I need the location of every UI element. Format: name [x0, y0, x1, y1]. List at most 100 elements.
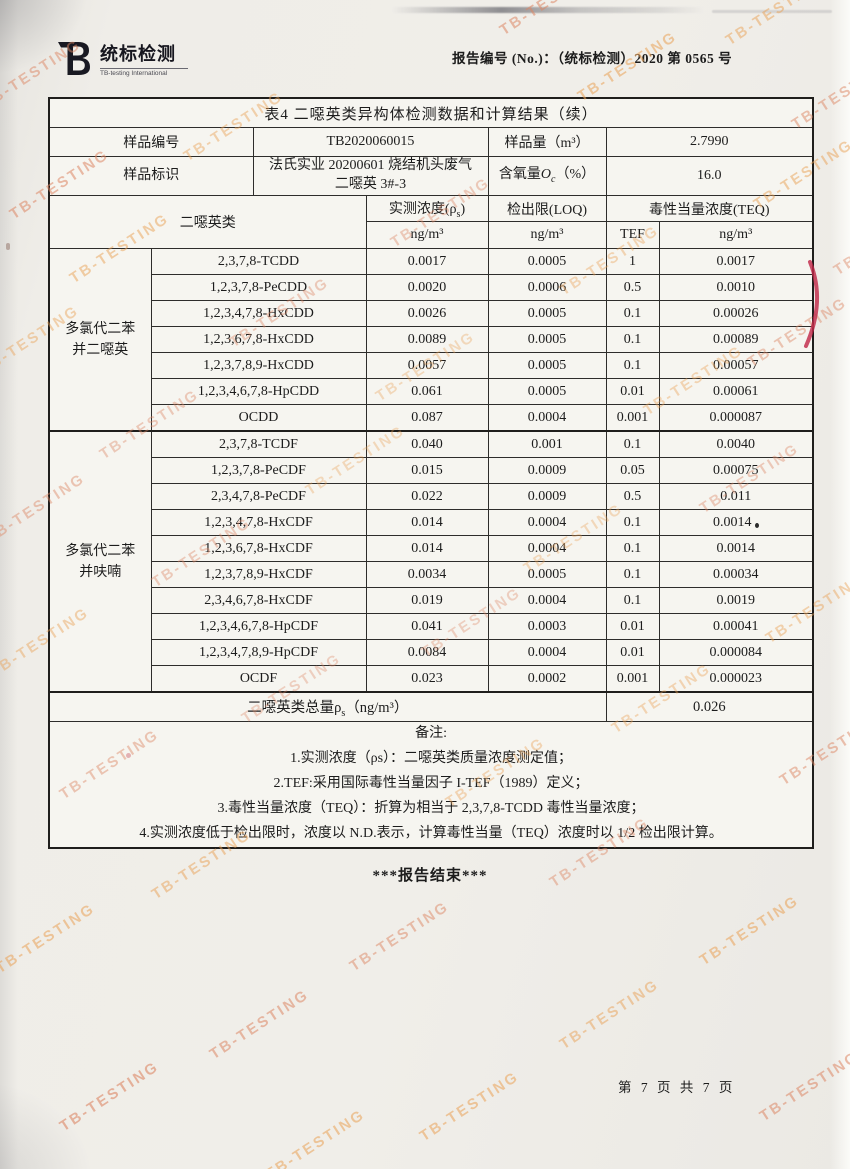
oxygen-symbol: O: [540, 166, 551, 182]
measured-value: 0.041: [365, 613, 489, 640]
report-end-text: ***报告结束***: [372, 868, 488, 884]
sample-volume-value: 2.7990: [605, 127, 814, 157]
loq-value: 0.0004: [487, 509, 607, 536]
teq-value: 0.0017: [658, 248, 814, 275]
column-header-row-2: ng/m³ ng/m³ TEF ng/m³: [49, 221, 814, 249]
page-number: 第 7 页 共 7 页: [618, 1080, 736, 1095]
sample-no-value: TB2020060015: [252, 127, 489, 157]
measured-suffix: ): [460, 201, 466, 217]
teq-value: 0.0010: [658, 274, 814, 301]
tb-testing-watermark: TB-TESTING: [56, 1058, 163, 1135]
note-line: 1.实测浓度（ρs）：二噁英类质量浓度测定值；: [290, 750, 573, 766]
tef-value: 1: [605, 248, 660, 275]
oxygen-subscript: c: [551, 173, 556, 185]
congener-name: 2,3,4,6,7,8-HxCDF: [150, 587, 367, 614]
sample-info-row: 样品编号 TB2020060015 样品量（m³） 2.7990: [48, 127, 814, 157]
congener-name: 1,2,3,4,7,8-HxCDD: [150, 300, 367, 327]
table-title: 表4 二噁英类异构体检测数据和计算结果（续）: [48, 97, 814, 128]
measured-value: 0.019: [365, 587, 489, 614]
note-line: 3.毒性当量浓度（TEQ）：折算为相当于 2,3,7,8-TCDD 毒性当量浓度…: [217, 800, 645, 816]
congener-row: 多氯代二苯 并二噁英 2,3,7,8-TCDD 0.0017 0.0005 1 0.0017: [48, 248, 814, 432]
measured-value: 0.0034: [365, 561, 489, 588]
measured-value: 0.040: [365, 430, 489, 458]
tb-testing-watermark: TB-TESTING: [830, 202, 850, 279]
measured-label: 实测浓度(ρ: [388, 201, 457, 217]
congener-name: 1,2,3,7,8-PeCDF: [150, 457, 367, 484]
teq-value: 0.0014: [658, 509, 814, 536]
oxygen-label-text: 含氧量: [498, 166, 541, 182]
congener-name: 1,2,3,4,7,8,9-HpCDF: [150, 639, 367, 666]
loq-value: 0.0004: [487, 535, 607, 562]
total-value: 0.026: [605, 691, 814, 722]
teq-value: 0.011: [658, 483, 814, 510]
congener-name: 1,2,3,7,8-PeCDD: [150, 274, 367, 301]
tef-value: 0.1: [605, 430, 660, 458]
congener-name: OCDF: [150, 665, 367, 693]
measured-value: 0.014: [365, 509, 489, 536]
teq-value: 0.0019: [658, 587, 814, 614]
teq-value: 0.00057: [658, 352, 814, 379]
measured-value: 0.015: [365, 457, 489, 484]
tb-testing-watermark: TB-TESTING: [416, 1068, 523, 1145]
congener-group-label: 多氯代二苯 并呋喃: [48, 430, 152, 693]
col-header-loq: 检出限(LOQ): [487, 195, 607, 222]
loq-value: 0.0005: [487, 378, 607, 405]
tef-value: 0.1: [605, 561, 660, 588]
tef-value: 0.1: [605, 509, 660, 536]
report-number-value: （统标检测）2020 第 0565 号: [557, 51, 733, 66]
congener-row: 1,2,3,7,8,9-HxCDF 0.0034 0.0005 0.1 0.00034: [49, 561, 814, 588]
teq-value: 0.00034: [658, 561, 814, 588]
notes-cell: 备注: 1.实测浓度（ρs）：二噁英类质量浓度测定值； 2.TEF:采用国际毒性当量…: [48, 720, 814, 849]
loq-value: 0.0005: [487, 326, 607, 353]
congener-row: 1,2,3,4,7,8,9-HpCDF 0.0084 0.0004 0.01 0.000…: [49, 639, 814, 666]
teq-value: 0.000084: [658, 639, 814, 666]
group-label-line: 并呋喃: [79, 564, 122, 580]
teq-value: 0.00061: [658, 378, 814, 405]
total-unit: （ng/m³）: [345, 699, 409, 716]
tb-logo-icon: [58, 42, 90, 75]
tef-value: 0.1: [605, 326, 660, 353]
tef-value: 0.01: [605, 639, 660, 666]
congener-row: 1,2,3,7,8-PeCDD 0.0020 0.0006 0.5 0.0010: [49, 274, 814, 301]
note-line: 备注:: [415, 726, 447, 741]
congener-row: 1,2,3,4,7,8-HxCDF 0.014 0.0004 0.1 0.0014: [49, 509, 814, 536]
tb-testing-watermark: TB-TESTING: [262, 1106, 369, 1169]
congener-row: 1,2,3,4,7,8-HxCDD 0.0026 0.0005 0.1 0.00026: [49, 300, 814, 327]
congener-name: 1,2,3,6,7,8-HxCDD: [150, 326, 367, 353]
group-label-line: 多氯代二苯: [65, 321, 136, 337]
measured-value: 0.0084: [365, 639, 489, 666]
tb-testing-watermark: TB-TESTING: [722, 0, 829, 49]
tef-value: 0.1: [605, 300, 660, 327]
congener-name: 2,3,7,8-TCDD: [150, 248, 367, 275]
tb-testing-watermark: TB-TESTING: [496, 0, 603, 39]
group-label-line: 并二噁英: [72, 342, 129, 358]
congener-row: 2,3,4,6,7,8-HxCDF 0.019 0.0004 0.1 0.0019: [49, 587, 814, 614]
congener-row: 1,2,3,6,7,8-HxCDF 0.014 0.0004 0.1 0.0014: [49, 535, 814, 562]
teq-value: 0.0014: [658, 535, 814, 562]
tef-value: 0.5: [605, 483, 660, 510]
total-label-text: 二噁英类总量ρ: [247, 699, 342, 716]
scan-smudge-artifact-2: [712, 10, 832, 13]
measured-value: 0.022: [365, 483, 489, 510]
total-subscript: s: [341, 707, 346, 719]
logo-subtitle: TB-testing International: [100, 68, 188, 77]
loq-value: 0.0003: [487, 613, 607, 640]
tef-value: 0.01: [605, 378, 660, 405]
col-header-measured: 实测浓度(ρs): [365, 195, 489, 222]
loq-value: 0.0005: [487, 300, 607, 327]
sample-id-line1: 法氏实业 20200601 烧结机头废气: [269, 158, 472, 174]
sample-id-row: 样品标识 法氏实业 20200601 烧结机头废气 二噁英 3#-3 含氧量Oc…: [48, 156, 814, 196]
unit-loq: ng/m³: [487, 221, 607, 249]
column-header-row-1: 二噁英类 实测浓度(ρs) 检出限(LOQ) 毒性当量浓度(TEQ): [48, 195, 814, 249]
loq-value: 0.0004: [487, 639, 607, 666]
total-row: 二噁英类总量ρs（ng/m³） 0.026: [48, 691, 814, 722]
tef-value: 0.05: [605, 457, 660, 484]
congener-name: 1,2,3,6,7,8-HxCDF: [150, 535, 367, 562]
total-label: 二噁英类总量ρs（ng/m³）: [48, 691, 607, 722]
measured-subscript: s: [456, 208, 461, 220]
teq-value: 0.00089: [658, 326, 814, 353]
sample-no-label: 样品编号: [48, 127, 254, 157]
loq-value: 0.001: [487, 430, 607, 458]
measured-value: 0.0057: [365, 352, 489, 379]
measured-value: 0.014: [365, 535, 489, 562]
